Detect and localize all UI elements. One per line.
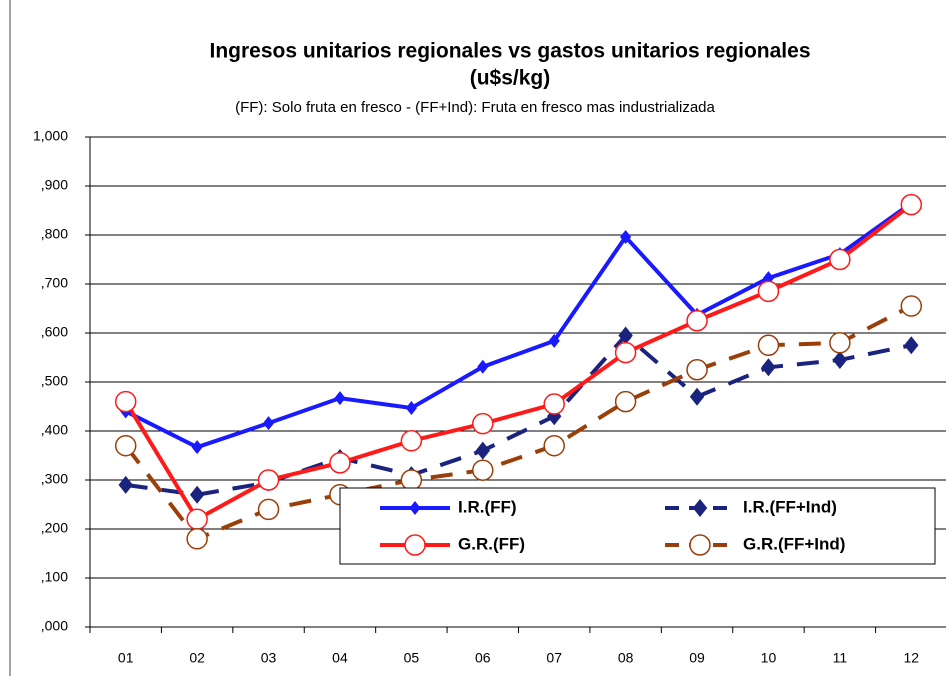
marker <box>404 534 426 556</box>
marker <box>114 390 137 413</box>
series-line <box>123 203 913 522</box>
marker <box>186 508 208 530</box>
legend-label: I.R.(FF+Ind) <box>743 497 837 516</box>
y-tick-label: ,600 <box>41 324 68 340</box>
legend-label: G.R.(FF+Ind) <box>743 534 845 553</box>
marker <box>477 359 489 374</box>
marker <box>900 193 923 216</box>
marker <box>689 387 705 406</box>
series-line <box>124 201 913 450</box>
marker <box>329 452 351 474</box>
marker <box>409 501 421 515</box>
marker <box>543 393 565 415</box>
y-tick-label: ,300 <box>41 471 68 487</box>
series-line <box>125 332 912 497</box>
marker <box>472 459 494 481</box>
marker <box>829 332 851 354</box>
marker <box>832 350 848 369</box>
legend-label: I.R.(FF) <box>458 497 517 516</box>
marker <box>114 434 137 457</box>
marker <box>257 469 280 491</box>
marker <box>761 358 776 377</box>
chart-title: Ingresos unitarios regionales vs gastos … <box>209 40 810 63</box>
marker <box>472 412 494 435</box>
marker <box>692 499 708 517</box>
y-tick-label: ,900 <box>41 177 68 193</box>
x-tick-label: 02 <box>189 650 205 666</box>
y-tick-label: ,000 <box>41 618 68 634</box>
marker <box>189 485 205 504</box>
y-tick-label: ,700 <box>41 275 68 291</box>
marker <box>757 280 780 303</box>
marker <box>475 441 490 460</box>
marker <box>400 469 423 491</box>
x-tick-label: 11 <box>833 650 848 666</box>
legend-box <box>339 487 936 565</box>
marker <box>118 475 133 494</box>
x-tick-label: 10 <box>761 650 777 666</box>
chart-title-unit: (u$s/kg) <box>470 67 551 90</box>
x-tick-label: 06 <box>475 650 491 666</box>
x-tick-label: 12 <box>904 650 920 666</box>
marker <box>405 400 417 415</box>
marker <box>400 430 423 452</box>
marker <box>548 333 560 348</box>
legend-label: G.R.(FF) <box>458 534 525 553</box>
x-tick-label: 08 <box>618 650 634 666</box>
y-tick-label: ,800 <box>41 226 68 242</box>
marker <box>614 390 637 413</box>
marker <box>686 310 708 332</box>
y-tick-label: ,500 <box>41 373 68 389</box>
marker <box>757 334 780 356</box>
marker <box>900 295 923 317</box>
y-tick-label: ,400 <box>41 422 68 438</box>
x-tick-label: 01 <box>118 650 134 666</box>
marker <box>904 336 919 355</box>
series-line <box>124 304 913 542</box>
marker <box>186 528 208 550</box>
marker <box>689 534 711 556</box>
x-tick-label: 09 <box>689 650 705 666</box>
x-tick-label: 07 <box>546 650 562 666</box>
y-tick-label: ,200 <box>41 520 68 536</box>
marker <box>334 391 346 406</box>
marker <box>829 248 851 271</box>
marker <box>543 434 565 457</box>
y-tick-label: ,100 <box>41 569 68 585</box>
marker <box>686 359 708 381</box>
marker <box>620 229 632 244</box>
marker <box>191 440 203 455</box>
y-tick-label: 1,000 <box>33 128 68 144</box>
marker <box>614 341 637 364</box>
marker <box>257 498 280 521</box>
x-tick-label: 04 <box>332 650 348 666</box>
x-tick-label: 05 <box>404 650 420 666</box>
x-tick-label: 03 <box>261 650 277 666</box>
marker <box>618 326 633 345</box>
chart-subtitle: (FF): Solo fruta en fresco - (FF+Ind): F… <box>235 99 715 116</box>
marker <box>262 416 275 431</box>
